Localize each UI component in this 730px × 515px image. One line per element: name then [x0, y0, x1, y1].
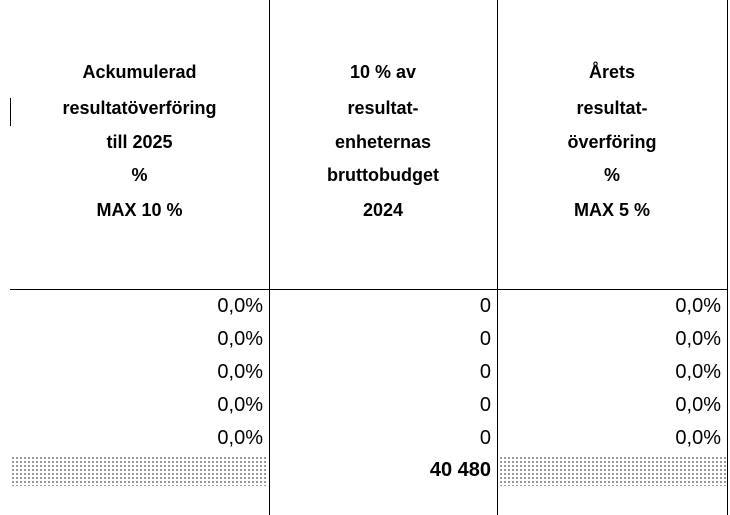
cell: 0,0% [675, 361, 721, 383]
cell: 0,0% [217, 361, 263, 383]
header-text: bruttobudget [327, 165, 439, 185]
header-text: 2024 [362, 200, 404, 220]
border [727, 0, 728, 515]
border [269, 0, 270, 515]
header-text: Ackumulerad [82, 62, 197, 82]
pattern-fill [11, 456, 268, 486]
header-text: enheternas [334, 132, 432, 152]
cell: 0 [479, 295, 491, 317]
cell: 0 [479, 427, 491, 449]
cell: 0,0% [217, 427, 263, 449]
header-text: MAX 5 % [573, 200, 651, 220]
border [10, 98, 11, 126]
cell: 0 [479, 394, 491, 416]
total: 40 480 [429, 459, 491, 481]
cell: 0,0% [217, 394, 263, 416]
header-text: MAX 10 % [96, 200, 183, 220]
border [497, 0, 498, 515]
header-text: % [131, 165, 148, 185]
header-text: resultat- [576, 98, 648, 118]
cell: 0,0% [675, 328, 721, 350]
cell: 0 [479, 328, 491, 350]
cell: 0,0% [217, 328, 263, 350]
cell: 0,0% [675, 427, 721, 449]
cell: 0,0% [675, 394, 721, 416]
header-text: Årets [588, 62, 636, 82]
pattern-fill [499, 456, 726, 486]
header-text: % [603, 165, 620, 185]
header-text: överföring [567, 132, 657, 152]
cell: 0 [479, 361, 491, 383]
header-text: till 2025 [106, 132, 173, 152]
cell: 0,0% [217, 295, 263, 317]
border [10, 289, 728, 290]
header-text: resultat- [347, 98, 419, 118]
cell: 0,0% [675, 295, 721, 317]
header-text: resultatöverföring [62, 98, 217, 118]
header-text: 10 % av [349, 62, 417, 82]
